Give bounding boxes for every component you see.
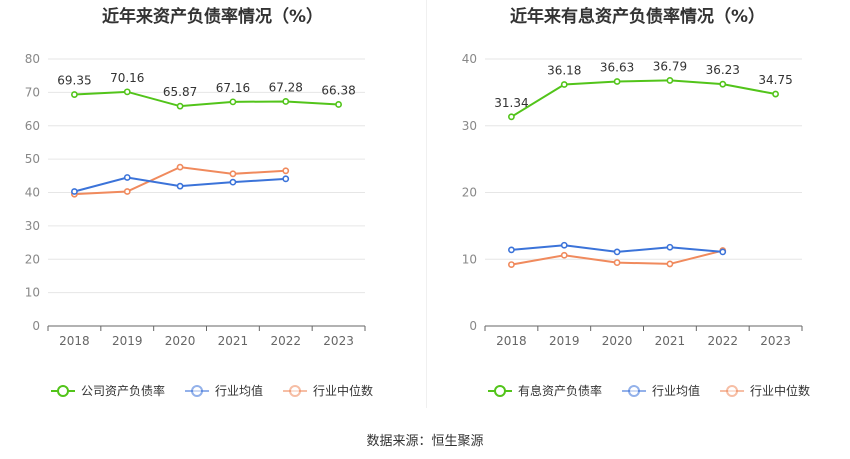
chart1-y-tick-label: 30 <box>25 219 40 233</box>
chart1-data-point <box>282 167 290 175</box>
chart1-y-tick-label: 60 <box>25 119 40 133</box>
chart1-y-tick-label: 40 <box>25 186 40 200</box>
chart2-x-tick-label: 2022 <box>707 334 738 348</box>
chart-title-debt-ratio: 近年来资产负债率情况（%） <box>101 7 324 27</box>
chart1-y-tick-label: 10 <box>25 286 40 300</box>
chart1-data-point <box>123 188 131 195</box>
chart2-y-tick-label: 40 <box>462 52 477 66</box>
chart2-x-tick-label: 2020 <box>602 334 633 348</box>
chart1-series-line <box>74 90 339 108</box>
chart1-legend-label: 行业均值 <box>215 383 263 398</box>
chart1-data-point <box>282 175 290 183</box>
data-source-note: 数据来源：恒生聚源 <box>366 434 484 449</box>
chart2-data-point <box>613 78 621 85</box>
chart2-y-tick-label: 30 <box>462 119 477 133</box>
chart1-data-point <box>71 91 78 98</box>
chart2-data-point <box>613 259 621 266</box>
chart1-y-tick-label: 0 <box>32 319 40 333</box>
chart1-legend-label: 公司资产负债率 <box>81 383 165 398</box>
chart2-legend-label: 行业均值 <box>652 383 700 398</box>
chart2-x-tick-label: 2019 <box>549 334 580 348</box>
chart2-data-label: 36.18 <box>547 63 581 77</box>
chart1-data-label: 66.38 <box>321 83 355 97</box>
chart1-y-tick-label: 80 <box>25 52 40 66</box>
chart1-legend-marker <box>191 385 204 397</box>
chart2-data-point <box>719 80 727 88</box>
chart1-data-point <box>229 170 237 178</box>
chart1-data-point <box>176 182 184 190</box>
chart2-data-label: 34.75 <box>758 73 792 87</box>
chart2-legend-label: 行业中位数 <box>750 383 810 398</box>
chart2-data-label: 36.23 <box>706 63 740 77</box>
chart2-y-tick-label: 0 <box>469 319 477 333</box>
chart1-x-tick-label: 2019 <box>112 334 143 348</box>
chart2-x-tick-label: 2023 <box>760 334 791 348</box>
chart1-legend-marker <box>57 385 69 397</box>
chart2-data-point <box>508 261 515 268</box>
chart1-data-point <box>229 178 237 186</box>
chart2-data-point <box>666 77 674 84</box>
chart1-data-point <box>335 101 342 108</box>
chart2-data-point <box>719 248 727 256</box>
chart2-data-point <box>508 246 515 254</box>
chart2-data-point <box>666 243 674 251</box>
chart2-data-point <box>772 90 779 98</box>
chart1-data-label: 67.16 <box>216 81 250 95</box>
chart2-legend-marker <box>726 385 739 397</box>
chart2-data-label: 36.63 <box>600 60 634 74</box>
chart2-legend-label: 有息资产负债率 <box>518 383 602 398</box>
chart2-data-label: 36.79 <box>653 59 687 73</box>
chart2-data-point <box>508 113 515 121</box>
chart2-y-tick-label: 20 <box>462 186 477 200</box>
chart2-data-point <box>613 248 621 256</box>
chart2-x-tick-label: 2018 <box>496 334 527 348</box>
chart1-data-point <box>282 98 290 105</box>
chart2-y-tick-label: 10 <box>462 252 477 266</box>
chart2-x-tick-label: 2021 <box>655 334 686 348</box>
chart1-data-label: 65.87 <box>163 85 197 99</box>
chart2-data-point <box>560 251 568 259</box>
chart1-data-point <box>176 102 184 110</box>
chart-title-interest-debt-ratio: 近年来有息资产负债率情况（%） <box>509 7 766 27</box>
chart1-data-label: 70.16 <box>110 71 144 85</box>
chart2-legend-marker <box>494 385 506 397</box>
chart1-x-tick-label: 2021 <box>218 334 249 348</box>
chart1-data-point <box>123 88 131 96</box>
chart1-data-point <box>176 163 184 171</box>
chart1-data-point <box>71 188 78 195</box>
chart1-y-tick-label: 70 <box>25 85 40 99</box>
chart1-y-tick-label: 20 <box>25 252 40 266</box>
chart2-data-point <box>560 81 568 88</box>
chart1-data-point <box>123 174 131 181</box>
chart1-data-label: 67.28 <box>269 80 303 94</box>
chart1-x-tick-label: 2022 <box>270 334 301 348</box>
chart2-data-label: 31.34 <box>494 96 528 110</box>
chart2-data-point <box>666 260 674 268</box>
chart2-series-line <box>510 79 776 118</box>
chart1-legend-marker <box>289 385 302 397</box>
chart1-legend-label: 行业中位数 <box>313 383 373 398</box>
chart-divider <box>426 0 427 408</box>
chart1-data-point <box>229 98 237 106</box>
chart1-x-tick-label: 2023 <box>323 334 354 348</box>
chart2-legend-marker <box>628 385 641 397</box>
chart1-x-tick-label: 2018 <box>59 334 90 348</box>
chart1-data-label: 69.35 <box>57 74 91 88</box>
chart1-y-tick-label: 50 <box>25 152 40 166</box>
chart2-data-point <box>560 241 568 249</box>
chart1-x-tick-label: 2020 <box>165 334 196 348</box>
